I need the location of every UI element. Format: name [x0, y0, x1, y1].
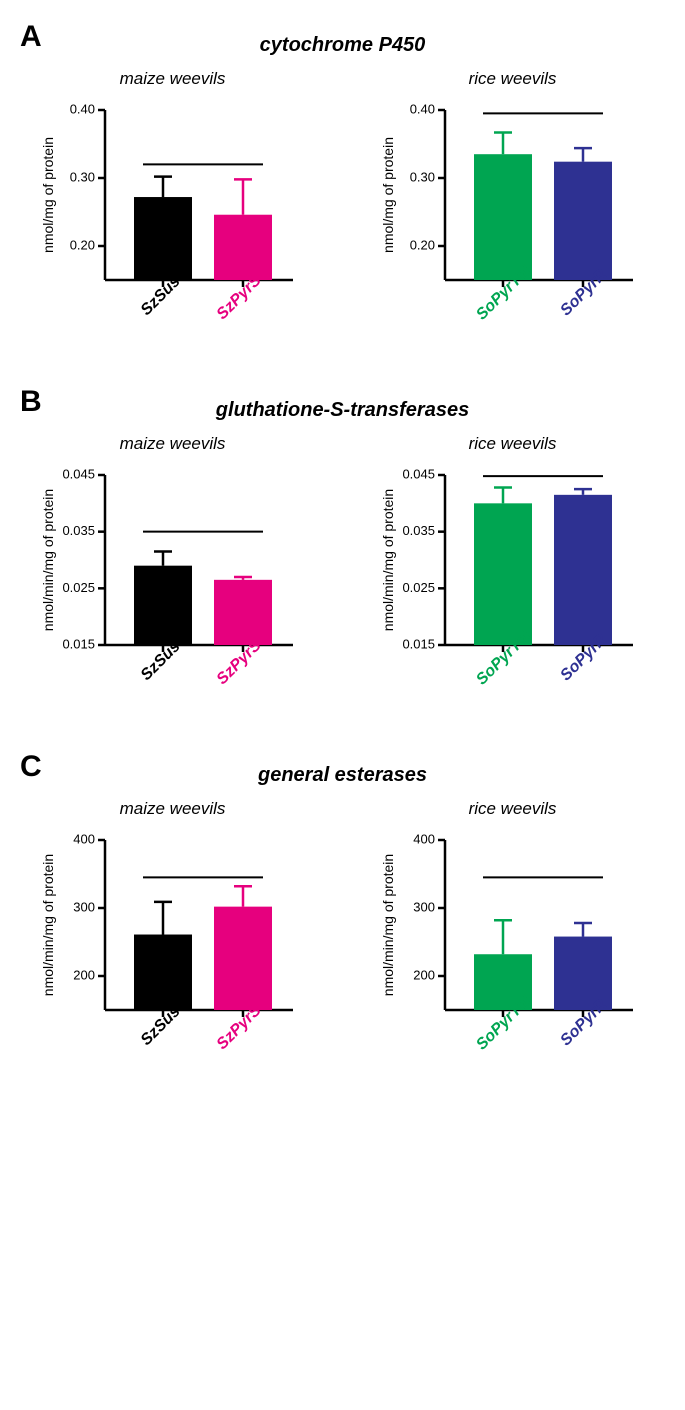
y-tick-label: 200 [413, 967, 435, 982]
chart-subtitle: maize weevils [20, 69, 325, 89]
charts-row: maize weevils 0.20 0.30 0.40 nmol/mg of prot… [20, 69, 665, 355]
y-axis-label: nmol/min/mg of protein [380, 854, 396, 996]
chart-block: maize weevils 0.20 0.30 0.40 nmol/mg of prot… [20, 69, 325, 355]
chart-subtitle: rice weevils [360, 434, 665, 454]
y-tick-label: 0.40 [409, 101, 434, 116]
y-tick-label: 0.045 [62, 466, 95, 481]
chart-subtitle: rice weevils [360, 69, 665, 89]
y-tick-label: 0.30 [69, 169, 94, 184]
y-tick-label: 0.20 [69, 237, 94, 252]
y-axis-label: nmol/min/mg of protein [40, 489, 56, 631]
bar-chart: 0.015 0.025 0.035 0.045 nmol/min/mg of prote… [373, 460, 653, 720]
y-tick-label: 0.40 [69, 101, 94, 116]
bar [554, 937, 612, 1010]
panel-title: gluthatione-S-transferases [20, 399, 665, 422]
bar [474, 154, 532, 280]
bar [554, 495, 612, 645]
bar-chart: 0.015 0.025 0.035 0.045 nmol/min/mg of prote… [33, 460, 313, 720]
chart-block: rice weevils 200 300 400 nmol/min/mg of prot… [360, 799, 665, 1085]
bar [134, 566, 192, 645]
panel-title: general esterases [20, 764, 665, 787]
chart-block: maize weevils 0.015 0.025 0.035 0.045 nmol/mi… [20, 434, 325, 720]
y-tick-label: 400 [73, 831, 95, 846]
y-axis-label: nmol/mg of protein [380, 137, 396, 253]
bar-chart: 200300400nmol/min/mg of proteinSoPyrTolS… [373, 825, 653, 1085]
y-axis-label: nmol/min/mg of protein [40, 854, 56, 996]
y-tick-label: 0.015 [62, 636, 95, 651]
chart-subtitle: maize weevils [20, 799, 325, 819]
panel: Acytochrome P450maize weevils0.200.300.4… [20, 20, 665, 355]
panel: Cgeneral esterasesmaize weevils200300400… [20, 750, 665, 1085]
y-tick-label: 400 [413, 831, 435, 846]
y-tick-label: 0.035 [402, 523, 435, 538]
y-tick-label: 0.025 [62, 580, 95, 595]
chart-subtitle: rice weevils [360, 799, 665, 819]
y-tick-label: 0.30 [409, 169, 434, 184]
bar [474, 503, 532, 645]
chart-block: rice weevils 0.20 0.30 0.40 nmol/mg of prote… [360, 69, 665, 355]
bar-chart: 200300400nmol/min/mg of proteinSzSuscSzP… [33, 825, 313, 1085]
panel: Bgluthatione-S-transferasesmaize weevils… [20, 385, 665, 720]
y-tick-label: 300 [413, 899, 435, 914]
charts-row: maize weevils 0.015 0.025 0.035 0.045 nmol/mi… [20, 434, 665, 720]
y-tick-label: 0.035 [62, 523, 95, 538]
bar [134, 935, 192, 1010]
chart-subtitle: maize weevils [20, 434, 325, 454]
panel-title: cytochrome P450 [20, 34, 665, 57]
y-axis-label: nmol/min/mg of protein [380, 489, 396, 631]
bar [134, 197, 192, 280]
y-tick-label: 0.025 [402, 580, 435, 595]
chart-block: rice weevils 0.015 0.025 0.035 0.045 nmol/min… [360, 434, 665, 720]
chart-block: maize weevils 200 300 400 nmol/min/mg of pro… [20, 799, 325, 1085]
y-tick-label: 200 [73, 967, 95, 982]
y-tick-label: 0.045 [402, 466, 435, 481]
charts-row: maize weevils 200 300 400 nmol/min/mg of pro… [20, 799, 665, 1085]
y-tick-label: 0.20 [409, 237, 434, 252]
y-axis-label: nmol/mg of protein [40, 137, 56, 253]
bar-chart: 0.200.300.40nmol/mg of proteinSzSuscSzPy… [33, 95, 313, 355]
bar-chart: 0.200.300.40nmol/mg of proteinSoPyrTolSo… [373, 95, 653, 355]
y-tick-label: 0.015 [402, 636, 435, 651]
bar [554, 162, 612, 280]
y-tick-label: 300 [73, 899, 95, 914]
